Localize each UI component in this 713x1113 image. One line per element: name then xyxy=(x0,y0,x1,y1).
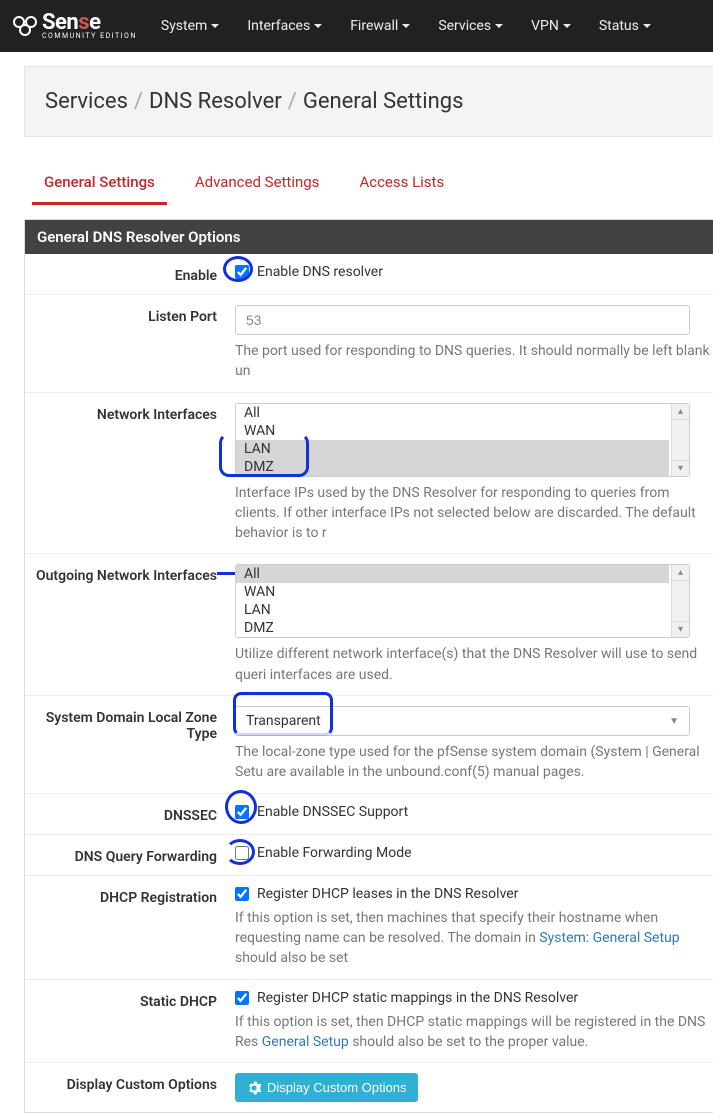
label-dnssec: DNSSEC xyxy=(25,804,235,824)
checkbox-forwarding-label: Enable Forwarding Mode xyxy=(257,845,412,861)
nav-item-vpn[interactable]: VPN xyxy=(531,18,571,34)
option-lan[interactable]: LAN xyxy=(236,440,669,458)
scrollbar[interactable]: ▴▾ xyxy=(671,565,689,637)
button-display-custom-options[interactable]: Display Custom Options xyxy=(235,1073,418,1102)
label-outgoing-interfaces: Outgoing Network Interfaces xyxy=(25,564,235,685)
checkbox-static-dhcp[interactable] xyxy=(235,991,249,1005)
checkbox-dnssec[interactable] xyxy=(235,805,249,819)
help-local-zone: The local-zone type used for the pfSense… xyxy=(235,742,713,783)
general-options-section: General DNS Resolver Options Enable Enab… xyxy=(24,219,713,1113)
tabs: General Settings Advanced Settings Access … xyxy=(24,161,713,205)
nav-item-firewall[interactable]: Firewall xyxy=(350,18,410,34)
option-lan[interactable]: LAN xyxy=(236,601,669,619)
tab-general-settings[interactable]: General Settings xyxy=(38,161,161,205)
help-network-interfaces: Interface IPs used by the DNS Resolver f… xyxy=(235,483,713,544)
nav-item-system[interactable]: System xyxy=(161,18,219,34)
navbar: Sense COMMUNITY EDITION System Interfaces… xyxy=(0,0,713,52)
checkbox-dhcp-reg-label: Register DHCP leases in the DNS Resolver xyxy=(257,886,518,902)
button-display-custom-options-label: Display Custom Options xyxy=(267,1080,406,1095)
option-dmz[interactable]: DMZ xyxy=(236,458,669,476)
option-wan[interactable]: WAN xyxy=(236,583,669,601)
select-outgoing-interfaces[interactable]: AllWANLANDMZ▴▾ xyxy=(235,564,690,638)
checkbox-dhcp-reg[interactable] xyxy=(235,887,249,901)
label-local-zone: System Domain Local Zone Type xyxy=(25,706,235,783)
breadcrumb-item[interactable]: DNS Resolver xyxy=(149,89,282,114)
scrollbar[interactable]: ▴▾ xyxy=(671,404,689,476)
section-header: General DNS Resolver Options xyxy=(25,220,713,254)
checkbox-enable-label: Enable DNS resolver xyxy=(257,264,383,280)
help-dhcp-reg: If this option is set, then machines tha… xyxy=(235,908,713,969)
select-network-interfaces[interactable]: AllWANLANDMZ▴▾ xyxy=(235,403,690,477)
help-static-dhcp: If this option is set, then DHCP static … xyxy=(235,1012,713,1053)
label-dhcp-reg: DHCP Registration xyxy=(25,886,235,969)
logo-subtitle: COMMUNITY EDITION xyxy=(42,32,137,40)
logo-text: Sense xyxy=(42,12,137,34)
chevron-down-icon xyxy=(211,24,219,28)
help-listen-port: The port used for responding to DNS quer… xyxy=(235,341,713,382)
link-general-setup[interactable]: General Setup xyxy=(262,1034,349,1050)
nav-item-services[interactable]: Services xyxy=(438,18,503,34)
label-static-dhcp: Static DHCP xyxy=(25,990,235,1053)
nav-item-interfaces[interactable]: Interfaces xyxy=(247,18,322,34)
breadcrumb-panel: Services/DNS Resolver/General Settings xyxy=(24,66,713,137)
checkbox-static-dhcp-label: Register DHCP static mappings in the DNS… xyxy=(257,990,578,1006)
checkbox-enable[interactable] xyxy=(235,265,249,279)
label-enable: Enable xyxy=(25,264,235,284)
tab-access-lists[interactable]: Access Lists xyxy=(353,161,450,205)
logo-icon xyxy=(12,16,40,36)
breadcrumb: Services/DNS Resolver/General Settings xyxy=(45,89,693,114)
label-custom-options: Display Custom Options xyxy=(25,1073,235,1102)
logo[interactable]: Sense COMMUNITY EDITION xyxy=(12,12,137,40)
option-dmz[interactable]: DMZ xyxy=(236,619,669,637)
link-general-setup[interactable]: System: General Setup xyxy=(539,930,679,946)
chevron-down-icon xyxy=(563,24,571,28)
help-outgoing-interfaces: Utilize different network interface(s) t… xyxy=(235,644,713,685)
label-network-interfaces: Network Interfaces xyxy=(25,403,235,544)
label-listen-port: Listen Port xyxy=(25,305,235,382)
checkbox-dnssec-label: Enable DNSSEC Support xyxy=(257,804,408,820)
option-all[interactable]: All xyxy=(236,404,669,422)
chevron-down-icon xyxy=(314,24,322,28)
nav-item-status[interactable]: Status xyxy=(599,18,651,34)
chevron-down-icon xyxy=(402,24,410,28)
select-local-zone[interactable]: Transparent ▼ xyxy=(235,706,690,736)
chevron-down-icon xyxy=(495,24,503,28)
nav-menu: System Interfaces Firewall Services VPN Statu… xyxy=(161,18,651,34)
select-local-zone-value: Transparent xyxy=(246,713,321,729)
input-listen-port[interactable] xyxy=(235,305,690,335)
breadcrumb-item: General Settings xyxy=(303,89,464,114)
option-wan[interactable]: WAN xyxy=(236,422,669,440)
gear-icon xyxy=(247,1081,261,1095)
tab-advanced-settings[interactable]: Advanced Settings xyxy=(189,161,326,205)
checkbox-forwarding[interactable] xyxy=(235,846,249,860)
chevron-down-icon xyxy=(643,24,651,28)
chevron-down-icon: ▼ xyxy=(669,716,679,727)
option-all[interactable]: All xyxy=(236,565,669,583)
label-forwarding: DNS Query Forwarding xyxy=(25,845,235,865)
breadcrumb-item[interactable]: Services xyxy=(45,89,128,114)
